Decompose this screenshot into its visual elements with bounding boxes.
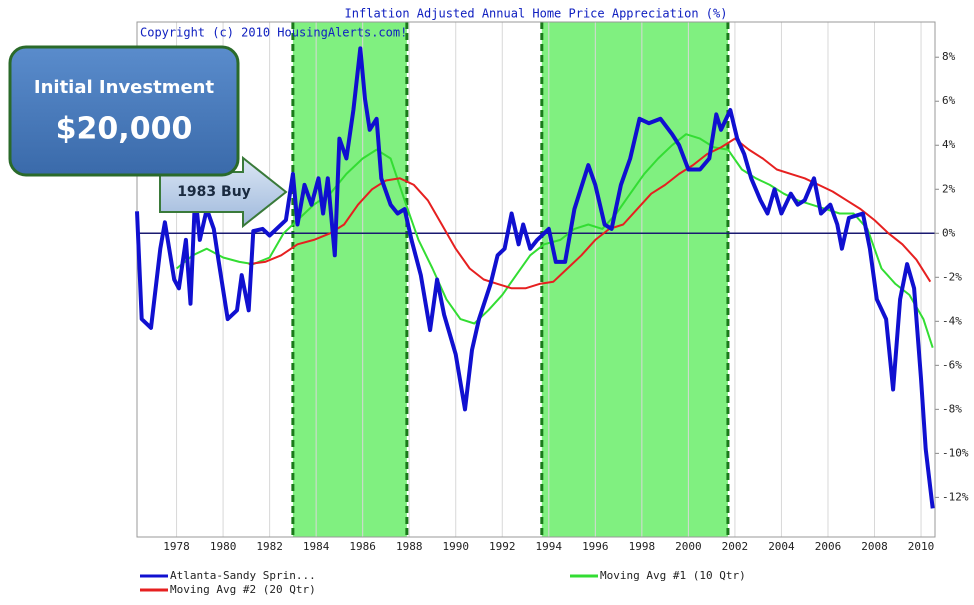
x-tick-label: 1990 [442,540,469,553]
plot-layer: 1978 1980 1982 1984 1986 1988 1990 1992 1994 1996… [135,21,969,553]
copyright: Copyright (c) 2010 HousingAlerts.com! [140,26,407,40]
x-tick-label: 2004 [768,540,795,553]
y-tick-label: -4% [942,314,962,327]
chart-title: Inflation Adjusted Annual Home Price App… [345,7,728,21]
investment-box [8,45,240,177]
plot-area [137,22,935,537]
legend-label: Moving Avg #2 (20 Qtr) [170,583,316,596]
shaded-region [292,22,407,537]
y-tick-label: 4% [942,138,956,151]
y-tick-label: 8% [942,50,956,63]
x-tick-label: 1978 [163,540,190,553]
x-tick-label: 1982 [256,540,283,553]
y-tick-label: -12% [942,490,969,503]
callouts: 1983 Buy Initial Investment $20,000 [8,45,288,229]
series-line [175,133,934,349]
x-tick-label: 1996 [582,540,609,553]
x-tick-label: 1992 [489,540,516,553]
x-tick-label: 2008 [861,540,888,553]
arrow-label: 1983 Buy [177,184,251,200]
box-amount: $20,000 [56,112,193,147]
shaded-region [541,22,728,537]
legend-label: Atlanta-Sandy Sprin... [170,569,316,582]
x-tick-label: 1986 [349,540,376,553]
x-tick-label: 1984 [303,540,330,553]
x-tick-label: 1980 [210,540,237,553]
series-line [135,46,935,509]
legend-label: Moving Avg #1 (10 Qtr) [600,569,746,582]
y-tick-label: 6% [942,94,956,107]
x-tick-label: 1994 [536,540,563,553]
x-tick-label: 1998 [629,540,656,553]
x-tick-label: 2000 [675,540,702,553]
x-tick-label: 2010 [908,540,935,553]
y-tick-label: -2% [942,270,962,283]
plot-frame [136,21,936,538]
y-tick-label: -10% [942,446,969,459]
box-title: Initial Investment [34,77,215,98]
series-line [248,137,932,290]
y-tick-label: 0% [942,226,956,239]
x-tick-label: 1988 [396,540,423,553]
y-tick-label: -6% [942,358,962,371]
x-tick-label: 2006 [815,540,842,553]
y-tick-label: -8% [942,402,962,415]
y-tick-label: 2% [942,182,956,195]
x-tick-label: 2002 [722,540,749,553]
